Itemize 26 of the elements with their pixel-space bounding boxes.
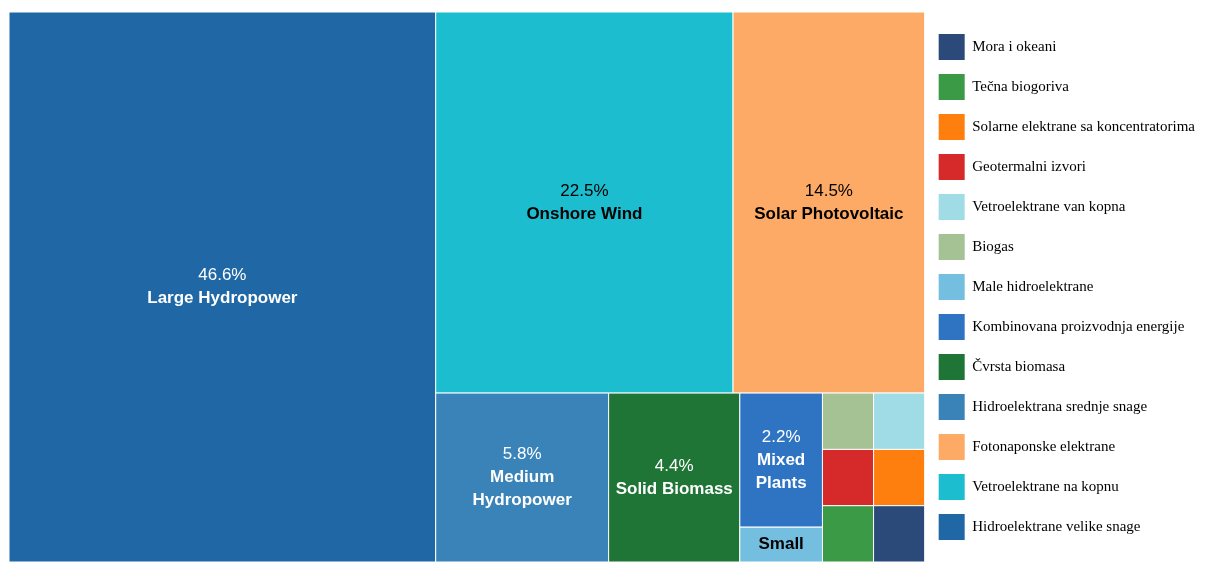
legend-label: Hidroelektrane velike snage — [972, 517, 1141, 534]
data-label: 5.8% — [502, 444, 542, 464]
legend-label: Male hidroelektrane — [972, 277, 1094, 294]
legend-label: Vetroelektrane na kopnu — [972, 477, 1120, 494]
category-label: Medium Hydropower — [472, 467, 573, 510]
category-label: Mixed Plants — [755, 449, 807, 492]
legend-label: Solarne elektrane sa koncentratorima — [972, 117, 1196, 134]
legend-label: Biogas — [972, 237, 1015, 254]
data-label: 14.5% — [804, 180, 853, 200]
legend-label: Kombinovana proizvodnja energije — [972, 317, 1185, 334]
legend-label: Mora i okeani — [972, 37, 1057, 54]
data-label: 46.6% — [198, 265, 247, 285]
legend-label: Čvrsta biomasa — [972, 357, 1066, 374]
category-label: Large Hydropower — [147, 288, 298, 308]
category-label: Onshore Wind — [526, 203, 643, 223]
legend-label: Hidroelektrana srednje snage — [972, 397, 1148, 414]
category-label: Solar Photovoltaic — [754, 203, 904, 223]
category-label: Solid Biomass — [615, 478, 733, 498]
legend-label: Fotonaponske elektrane — [972, 437, 1116, 454]
data-label: 4.4% — [654, 455, 694, 475]
data-label: 22.5% — [560, 180, 609, 200]
data-label: 2.2% — [761, 426, 801, 446]
legend-label: Vetroelektrane van kopna — [972, 197, 1126, 214]
category-label: Small — [758, 534, 804, 554]
legend-label: Tečna biogoriva — [972, 77, 1070, 94]
legend-label: Geotermalni izvori — [972, 157, 1086, 174]
